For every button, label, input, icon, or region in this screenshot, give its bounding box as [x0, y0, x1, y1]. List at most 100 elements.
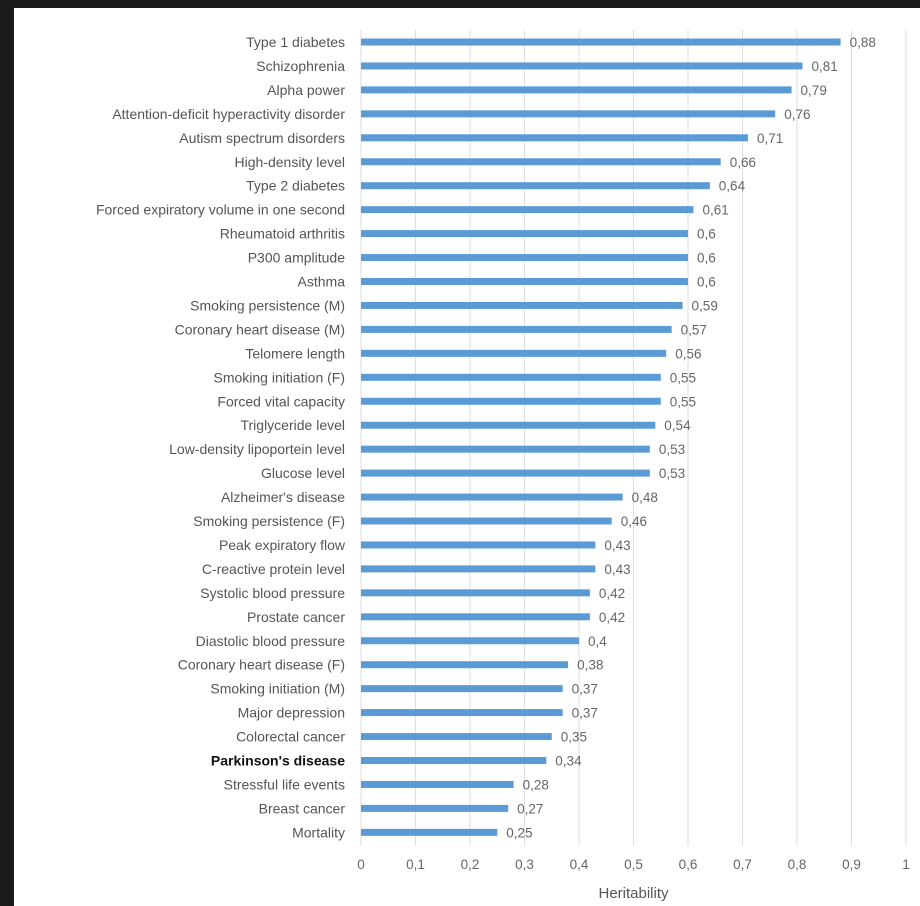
bar	[361, 565, 596, 573]
value-label: 0,34	[555, 754, 582, 769]
category-label: Rheumatoid arthritis	[220, 226, 345, 242]
x-tick-label: 0,7	[733, 857, 752, 872]
category-label: Prostate cancer	[247, 609, 345, 625]
category-label: C-reactive protein level	[202, 561, 345, 577]
x-tick-label: 0,6	[679, 857, 698, 872]
bar	[361, 182, 710, 190]
value-label: 0,6	[697, 227, 716, 242]
heritability-bar-chart: Type 1 diabetes Schizophrenia Alpha power A…	[96, 30, 910, 902]
bar	[361, 158, 721, 166]
bar	[361, 757, 547, 764]
bar	[361, 780, 514, 788]
bar	[361, 397, 661, 405]
bar	[361, 685, 563, 693]
bar	[361, 445, 650, 453]
category-label: Asthma	[298, 274, 346, 290]
bar	[361, 469, 650, 477]
category-label: Smoking initiation (M)	[210, 681, 345, 697]
value-label: 0,56	[675, 346, 701, 361]
value-label: 0,81	[811, 59, 837, 74]
category-label: High-density level	[235, 154, 346, 170]
value-label: 0,66	[730, 155, 756, 170]
value-label: 0,57	[681, 322, 707, 337]
value-label: 0,55	[670, 370, 696, 385]
bar	[361, 637, 579, 645]
bar	[361, 517, 612, 525]
bar	[361, 254, 688, 262]
value-label: 0,79	[801, 83, 827, 98]
value-label: 0,76	[784, 107, 810, 122]
x-tick-label: 0,1	[406, 857, 425, 872]
category-label: Forced vital capacity	[217, 393, 345, 409]
bar	[361, 278, 688, 285]
category-label: Coronary heart disease (M)	[175, 321, 345, 337]
bar	[361, 86, 792, 94]
chart-frame: Type 1 diabetes Schizophrenia Alpha power A…	[14, 8, 920, 906]
category-label: Mortality	[292, 824, 345, 840]
category-label: P300 amplitude	[248, 250, 346, 266]
bar	[361, 349, 667, 357]
category-label: Telomere length	[245, 345, 345, 361]
bar	[361, 421, 656, 429]
category-label: Diastolic blood pressure	[196, 633, 346, 649]
value-label: 0,25	[506, 825, 532, 840]
bar	[361, 38, 841, 46]
category-label: Coronary heart disease (F)	[178, 657, 345, 673]
value-labels: 0,88 0,81 0,79 0,760,710,66 0,64 0,61 0,6 0,6 0,…	[506, 35, 876, 840]
value-label: 0,46	[621, 514, 647, 529]
x-axis-label: Heritability	[598, 885, 669, 902]
bar	[361, 325, 672, 333]
value-label: 0,48	[632, 490, 658, 505]
bar	[361, 301, 683, 309]
bar	[361, 541, 596, 549]
value-label: 0,42	[599, 586, 625, 601]
bar	[361, 733, 552, 741]
category-label: Peak expiratory flow	[219, 537, 346, 553]
value-label: 0,54	[664, 418, 691, 433]
bar	[361, 230, 688, 238]
category-label: Forced expiratory volume in one second	[96, 202, 345, 218]
bar	[361, 828, 498, 836]
category-label: Systolic blood pressure	[200, 585, 345, 601]
value-label: 0,6	[697, 251, 716, 266]
gridlines	[360, 30, 907, 846]
category-label: Stressful life events	[224, 776, 345, 792]
category-label: Schizophrenia	[256, 58, 345, 74]
category-label: Autism spectrum disorders	[179, 130, 345, 146]
bar	[361, 110, 776, 118]
value-label: 0,28	[523, 777, 549, 792]
category-label: Colorectal cancer	[236, 729, 345, 745]
value-label: 0,4	[588, 634, 607, 649]
value-label: 0,59	[692, 298, 718, 313]
value-label: 0,55	[670, 394, 696, 409]
x-tick-label: 0,8	[788, 857, 807, 872]
value-label: 0,43	[604, 538, 630, 553]
value-label: 0,35	[561, 730, 587, 745]
bar	[361, 613, 590, 621]
bars	[361, 38, 841, 836]
bar	[361, 589, 590, 597]
value-label: 0,42	[599, 610, 625, 625]
value-label: 0,61	[702, 203, 728, 218]
x-tick-label: 0,2	[461, 857, 480, 872]
value-label: 0,53	[659, 466, 685, 481]
bar	[361, 373, 661, 381]
x-tick-label: 0,5	[624, 857, 643, 872]
bar	[361, 709, 563, 717]
x-tick-label: 0,9	[842, 857, 861, 872]
bar	[361, 206, 694, 214]
x-tick-label: 0,4	[570, 857, 589, 872]
category-label: Type 1 diabetes	[246, 34, 345, 50]
category-label: Attention-deficit hyperactivity disorder	[112, 106, 345, 122]
category-label: Type 2 diabetes	[246, 178, 345, 194]
value-label: 0,71	[757, 131, 783, 146]
bar	[361, 62, 803, 70]
value-label: 0,37	[572, 682, 598, 697]
bar	[361, 804, 509, 812]
category-label: Low-density lipoportein level	[169, 441, 345, 457]
value-label: 0,43	[604, 562, 630, 577]
category-label: Glucose level	[261, 465, 345, 481]
category-label: Triglyceride level	[240, 417, 345, 433]
x-tick-label: 0	[357, 857, 365, 872]
value-label: 0,27	[517, 801, 543, 816]
